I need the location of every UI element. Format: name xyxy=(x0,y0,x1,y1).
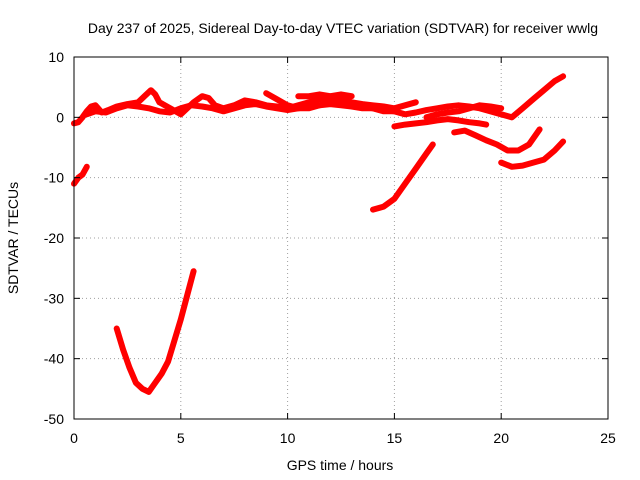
y-tick-label: -20 xyxy=(44,230,64,246)
series-track-8 xyxy=(498,138,567,170)
y-axis-label: SDTVAR / TECUs xyxy=(5,182,21,294)
chart-title: Day 237 of 2025, Sidereal Day-to-day VTE… xyxy=(88,20,598,36)
y-tick-label: -40 xyxy=(44,351,64,367)
y-tick-label: 0 xyxy=(56,109,64,125)
x-tick-label: 15 xyxy=(387,430,403,446)
y-tick-label: -50 xyxy=(44,411,64,427)
series-track-9 xyxy=(370,141,436,213)
series-track-7 xyxy=(451,126,543,154)
x-tick-label: 5 xyxy=(177,430,185,446)
series-track-10 xyxy=(71,163,90,187)
series-track-5 xyxy=(391,116,490,130)
x-tick-label: 10 xyxy=(280,430,296,446)
x-tick-label: 20 xyxy=(493,430,509,446)
series-track-6 xyxy=(423,102,505,121)
y-tick-label: -30 xyxy=(44,290,64,306)
series-track-11 xyxy=(113,268,197,395)
ticks: 0 5 10 15 20 25 -50 -40 -30 -20 -10 0 10 xyxy=(44,49,616,446)
series-track-3 xyxy=(263,73,567,121)
series-track-4 xyxy=(295,91,355,100)
series-layer xyxy=(71,73,567,395)
x-tick-label: 25 xyxy=(600,430,616,446)
y-tick-label: 10 xyxy=(48,49,64,65)
x-tick-label: 0 xyxy=(70,430,78,446)
x-axis-label: GPS time / hours xyxy=(287,457,394,473)
y-tick-label: -10 xyxy=(44,170,64,186)
